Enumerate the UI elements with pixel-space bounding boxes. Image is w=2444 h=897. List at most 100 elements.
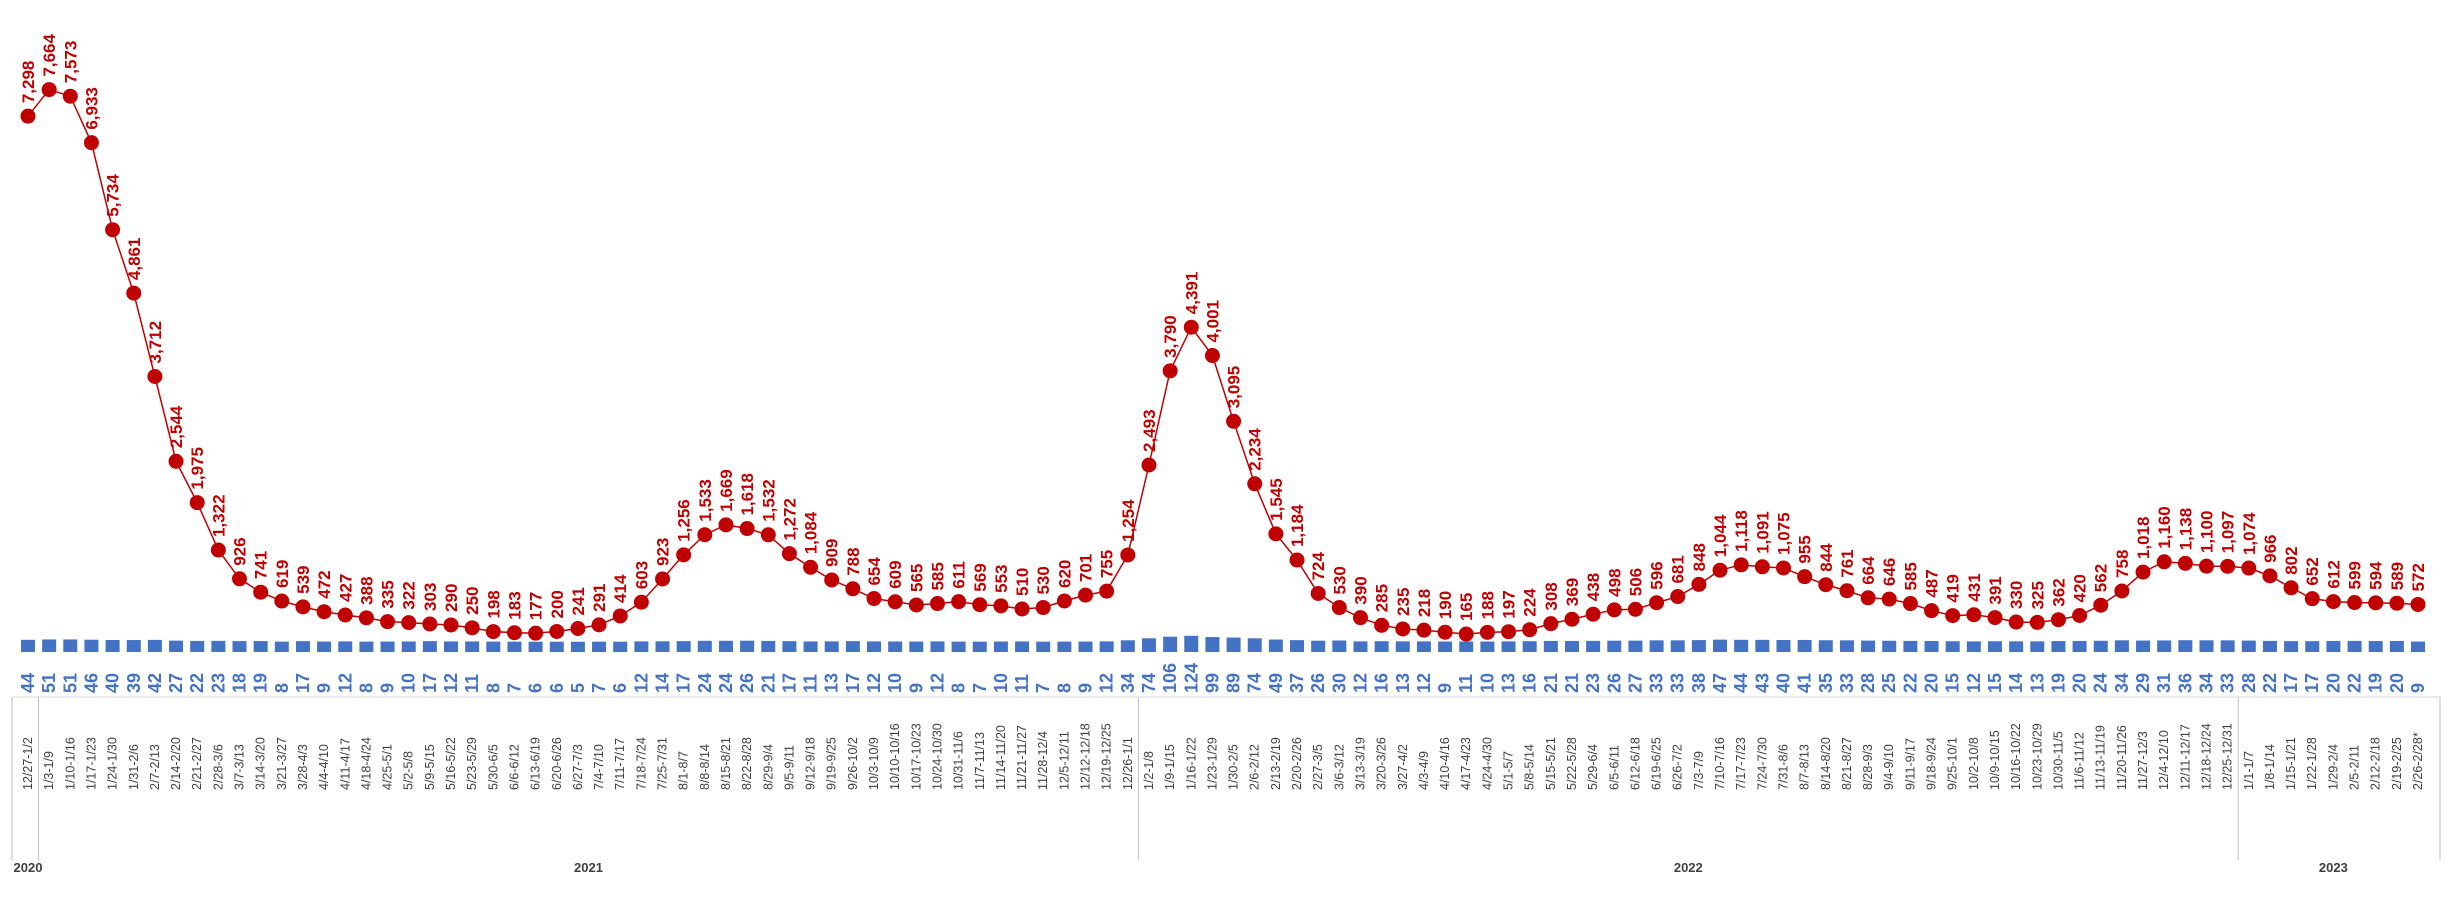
bar	[909, 641, 924, 652]
data-label: 22	[187, 673, 207, 693]
x-tick-label: 1/23-1/29	[1205, 737, 1219, 790]
data-label: 10	[1477, 673, 1497, 693]
data-label: 49	[1266, 673, 1286, 693]
data-label: 235	[1394, 588, 1413, 616]
x-tick-label: 5/1-5/7	[1502, 751, 1516, 790]
x-tick-label: 5/23-5/29	[465, 737, 479, 790]
marker	[1183, 319, 1199, 335]
x-tick-label: 5/22-5/28	[1565, 737, 1579, 790]
bar	[1247, 638, 1262, 652]
x-tick-label: 11/14-11/20	[994, 725, 1008, 790]
bar	[2284, 641, 2299, 652]
x-tick-label: 5/15-5/21	[1544, 737, 1558, 790]
data-label: 330	[2007, 581, 2026, 609]
x-tick-label: 1/16-1/22	[1184, 737, 1198, 790]
data-label: 1,669	[717, 469, 736, 512]
data-label: 848	[1690, 543, 1709, 571]
marker	[2093, 597, 2109, 613]
x-tick-label: 6/6-6/12	[507, 744, 521, 790]
x-tick-label: 1/15-1/21	[2284, 737, 2298, 790]
data-label: 190	[1436, 591, 1455, 619]
data-label: 124	[1181, 663, 1201, 693]
marker	[718, 517, 734, 533]
bar	[1184, 635, 1199, 652]
marker	[2368, 595, 2384, 611]
data-label: 198	[484, 590, 503, 618]
data-label: 9	[906, 683, 926, 693]
marker	[189, 495, 205, 511]
bar	[1628, 640, 1643, 652]
data-label: 9	[314, 683, 334, 693]
marker	[2283, 580, 2299, 596]
data-label: 1,975	[188, 447, 207, 490]
bar	[1205, 637, 1220, 652]
marker	[168, 453, 184, 469]
x-tick-label: 5/8-5/14	[1523, 744, 1537, 790]
x-tick-label: 1/3-1/9	[42, 751, 56, 790]
bar	[63, 639, 78, 652]
data-label: 17	[674, 673, 694, 693]
data-label: 6	[526, 683, 546, 693]
bar	[1459, 641, 1474, 652]
bar	[1057, 641, 1072, 652]
marker	[697, 527, 713, 543]
x-tick-label: 2/26-2/28*	[2411, 732, 2425, 790]
data-label: 8	[272, 683, 292, 693]
marker	[1543, 616, 1559, 632]
data-label: 10	[991, 673, 1011, 693]
bar	[486, 641, 501, 652]
data-label: 17	[420, 673, 440, 693]
marker	[1797, 569, 1813, 585]
marker	[1056, 593, 1072, 609]
marker	[1775, 560, 1791, 576]
bar	[380, 641, 395, 652]
bar	[549, 641, 564, 652]
bar	[1861, 640, 1876, 652]
x-tick-label: 9/18-9/24	[1925, 737, 1939, 790]
data-label: 611	[950, 561, 969, 588]
data-label: 325	[2028, 581, 2047, 609]
x-tick-label: 6/19-6/25	[1650, 737, 1664, 790]
x-tick-label: 7/4-7/10	[592, 744, 606, 790]
data-label: 22	[1900, 673, 1920, 693]
x-tick-label: 12/5-12/11	[1057, 731, 1071, 790]
data-label: 200	[548, 590, 567, 618]
data-label: 3,095	[1225, 366, 1244, 409]
data-label: 472	[315, 570, 334, 598]
bar	[2199, 640, 2214, 652]
data-label: 25	[1879, 673, 1899, 693]
marker	[1014, 601, 1030, 617]
marker	[612, 608, 628, 624]
data-label: 33	[1837, 673, 1857, 693]
data-label: 761	[1838, 549, 1857, 577]
bar	[1099, 641, 1114, 652]
data-label: 2,544	[167, 405, 186, 448]
bar	[1903, 640, 1918, 652]
data-label: 594	[2367, 561, 2386, 590]
data-label: 1,184	[1288, 504, 1307, 547]
bar	[1649, 640, 1664, 652]
marker	[655, 571, 671, 587]
marker	[1352, 610, 1368, 626]
data-label: 9	[1076, 683, 1096, 693]
data-label: 701	[1077, 554, 1096, 582]
data-label: 572	[2409, 563, 2428, 591]
x-tick-label: 8/29-9/4	[761, 744, 775, 790]
bar	[2114, 640, 2129, 652]
data-label: 2,234	[1246, 428, 1265, 471]
bar	[42, 639, 57, 652]
marker	[1501, 624, 1517, 640]
data-label: 619	[273, 560, 292, 588]
data-label: 5	[568, 683, 588, 693]
data-label: 7,298	[19, 61, 38, 104]
data-label: 1,545	[1267, 478, 1286, 521]
bar	[972, 641, 987, 652]
marker	[1670, 589, 1686, 605]
marker	[845, 581, 861, 597]
line	[27, 88, 2419, 635]
data-label: 1,084	[802, 511, 821, 554]
bar	[1163, 636, 1178, 652]
data-label: 74	[1245, 673, 1265, 693]
marker	[2177, 555, 2193, 571]
data-label: 13	[1499, 673, 1519, 693]
